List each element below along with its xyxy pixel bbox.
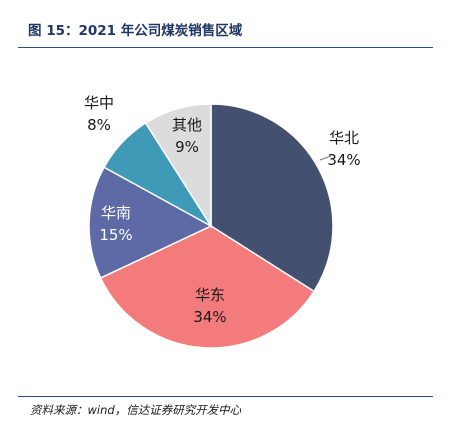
title-rule: [18, 47, 433, 48]
footer-rule: [18, 396, 433, 397]
leader-line: [319, 155, 332, 161]
slice-value-label: 34%: [327, 151, 360, 169]
pie-slice: [144, 103, 212, 229]
slice-name-label: 华东: [195, 286, 225, 304]
figure-title: 图 15：2021 年公司煤炭销售区域: [28, 23, 243, 39]
slice-value-label: 9%: [175, 138, 199, 156]
slice-name-label: 华中: [84, 94, 114, 112]
slice-value-label: 15%: [99, 226, 132, 244]
source-note: 资料来源：wind，信达证券研究开发中心: [30, 403, 242, 417]
pie-slice: [88, 166, 213, 279]
slice-name-label: 其他: [172, 116, 202, 134]
slice-value-label: 34%: [193, 308, 226, 326]
slice-value-label: 8%: [87, 116, 111, 134]
pie-slice: [99, 225, 316, 349]
slice-name-label: 华北: [329, 129, 359, 147]
slice-name-label: 华南: [101, 204, 131, 222]
